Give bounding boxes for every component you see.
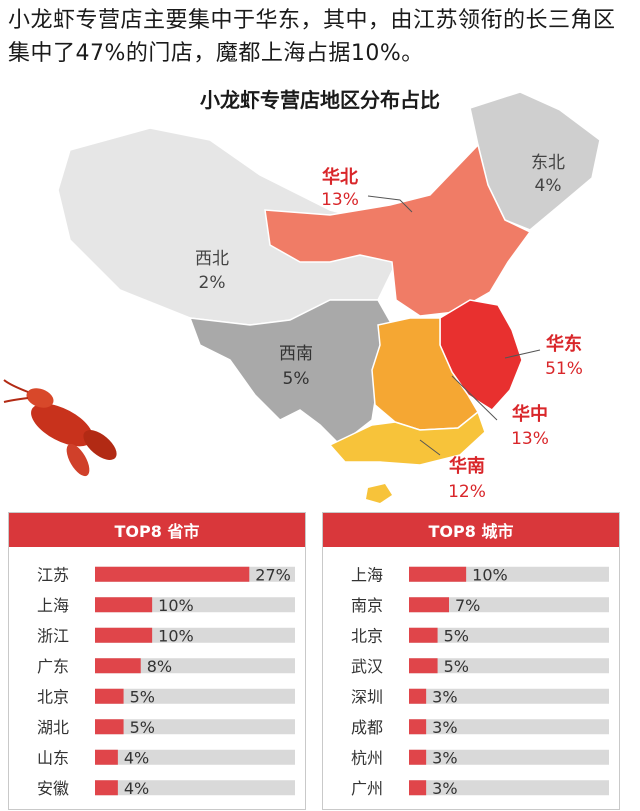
region-label-huadong: 华东 — [546, 333, 582, 355]
province-value-label: 8% — [147, 657, 172, 676]
city-bar — [409, 627, 438, 643]
province-bar — [95, 597, 153, 613]
top8-province-header: TOP8 省市 — [9, 513, 305, 547]
province-value-label: 4% — [124, 779, 149, 798]
city-category-label: 南京 — [351, 596, 383, 615]
province-bar-track — [95, 688, 295, 704]
city-bar-track — [409, 688, 609, 704]
province-value-label: 10% — [158, 626, 194, 645]
region-value-xinan: 5% — [283, 369, 310, 389]
city-category-label: 上海 — [351, 565, 383, 584]
province-value-label: 10% — [158, 596, 194, 615]
region-label-dongbei: 东北 — [531, 153, 565, 173]
top8-city-header: TOP8 城市 — [323, 513, 619, 547]
china-region-map: 华北 13% 东北 4% 西北 2% 西南 5% 华东 51% 华中 13% 华… — [3, 91, 601, 503]
city-value-label: 3% — [432, 718, 457, 737]
headline: 小龙虾专营店主要集中于华东，其中，由江苏领衔的长三角区集中了47%的门店，魔都上… — [8, 8, 616, 66]
province-bar — [95, 627, 153, 643]
city-category-label: 杭州 — [351, 748, 383, 767]
province-category-label: 广东 — [37, 657, 69, 676]
city-bar — [409, 719, 427, 735]
city-bar-track — [409, 597, 609, 613]
province-category-label: 山东 — [37, 748, 69, 767]
city-category-label: 深圳 — [351, 687, 383, 706]
province-bar-track — [95, 749, 295, 765]
city-value-label: 5% — [444, 626, 469, 645]
top8-city-bars: 上海 10% 南京 7% 北京 5% 武汉 5% 深圳 3% 成都 3% 杭州 3% 广州 3% — [351, 565, 609, 798]
city-bar-track — [409, 658, 609, 674]
province-category-label: 北京 — [37, 687, 69, 706]
city-value-label: 10% — [472, 565, 508, 584]
leader-line-huanan — [419, 439, 441, 456]
region-label-huazhong: 华中 — [512, 403, 548, 425]
region-value-huazhong: 13% — [511, 429, 549, 449]
province-category-label: 上海 — [37, 596, 69, 615]
city-category-label: 成都 — [351, 718, 383, 737]
region-huanan — [328, 410, 486, 466]
region-huabei — [264, 143, 532, 317]
city-value-label: 3% — [432, 687, 457, 706]
province-bar-track — [95, 658, 295, 674]
province-value-label: 5% — [130, 718, 155, 737]
city-value-label: 3% — [432, 779, 457, 798]
region-label-xinan: 西南 — [279, 344, 313, 364]
province-value-label: 27% — [255, 565, 291, 584]
city-bar — [409, 688, 427, 704]
crayfish-icon — [3, 379, 117, 477]
province-bar — [95, 749, 118, 765]
region-hainan-island — [366, 484, 392, 503]
region-value-xibei: 2% — [199, 273, 226, 293]
province-category-label: 安徽 — [37, 779, 69, 798]
leader-line-huazhong — [451, 375, 498, 421]
province-bar — [95, 780, 118, 796]
province-value-label: 5% — [130, 687, 155, 706]
city-bar-track — [409, 749, 609, 765]
city-value-label: 3% — [432, 748, 457, 767]
city-category-label: 北京 — [351, 626, 383, 645]
leader-line-huabei — [367, 195, 413, 213]
province-category-label: 湖北 — [37, 718, 69, 737]
city-bar-track — [409, 719, 609, 735]
city-value-label: 5% — [444, 657, 469, 676]
city-bar — [409, 658, 438, 674]
province-bar — [95, 658, 141, 674]
region-label-huabei: 华北 — [322, 166, 358, 188]
city-bar — [409, 566, 467, 582]
city-bar-track — [409, 780, 609, 796]
city-bar — [409, 749, 427, 765]
province-bar — [95, 688, 124, 704]
province-bar-track — [95, 780, 295, 796]
region-value-huadong: 51% — [545, 359, 583, 379]
top8-province-panel: TOP8 省市 江苏 27% 上海 10% 浙江 10% 广东 8% 北京 5% 湖北 5% 山东 4% 安… — [8, 512, 306, 810]
province-bar — [95, 566, 250, 582]
region-label-xibei: 西北 — [195, 249, 229, 269]
province-category-label: 浙江 — [37, 626, 69, 645]
city-category-label: 武汉 — [351, 657, 383, 676]
city-bar-track — [409, 627, 609, 643]
city-category-label: 广州 — [351, 779, 383, 798]
map-title: 小龙虾专营店地区分布占比 — [200, 88, 440, 112]
province-bar-track — [95, 719, 295, 735]
leader-line-huadong — [504, 349, 541, 359]
city-bar — [409, 597, 449, 613]
province-category-label: 江苏 — [37, 565, 69, 584]
region-label-huanan: 华南 — [449, 455, 485, 477]
top8-province-bars: 江苏 27% 上海 10% 浙江 10% 广东 8% 北京 5% 湖北 5% 山东 4% 安徽 4% — [37, 565, 295, 798]
top8-city-panel: TOP8 城市 上海 10% 南京 7% 北京 5% 武汉 5% 深圳 3% 成都 3% 杭州 3% 广州 3… — [322, 512, 620, 810]
region-value-huanan: 12% — [448, 482, 486, 502]
region-value-huabei: 13% — [321, 190, 359, 210]
province-value-label: 4% — [124, 748, 149, 767]
city-value-label: 7% — [455, 596, 480, 615]
province-bar — [95, 719, 124, 735]
region-value-dongbei: 4% — [535, 176, 562, 196]
city-bar — [409, 780, 427, 796]
